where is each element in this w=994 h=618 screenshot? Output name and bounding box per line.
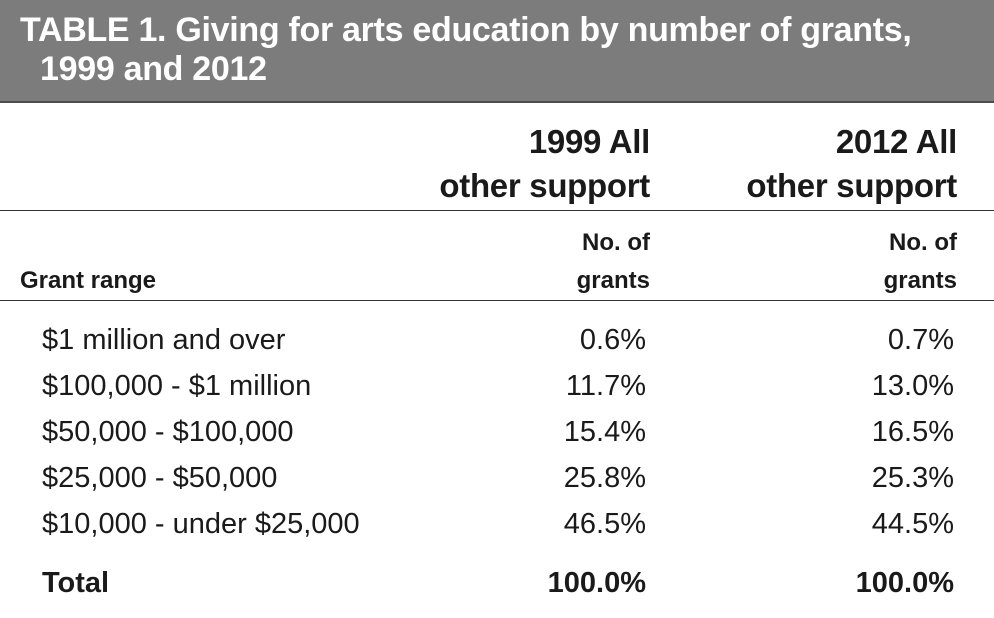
row-range: $10,000 - under $25,000 (42, 508, 360, 540)
table-row: $1 million and over 0.6% 0.7% (0, 317, 994, 363)
row-value-2012: 16.5% (871, 416, 954, 448)
row-range: $25,000 - $50,000 (42, 462, 278, 494)
table-title-line-2: 1999 and 2012 (40, 50, 267, 88)
row-value-1999: 15.4% (563, 416, 646, 448)
table-body: $1 million and over 0.6% 0.7% $100,000 -… (0, 317, 994, 547)
column-header-2012: 2012 All other support (657, 120, 957, 208)
table-row: $10,000 - under $25,000 46.5% 44.5% (0, 501, 994, 547)
row-value-2012: 13.0% (871, 370, 954, 402)
row-range: $1 million and over (42, 324, 286, 356)
row-header-grant-range: Grant range (20, 267, 157, 294)
table-row: $25,000 - $50,000 25.8% 25.3% (0, 455, 994, 501)
total-label: Total (42, 567, 110, 599)
table-row: $100,000 - $1 million 11.7% 13.0% (0, 363, 994, 409)
subheader-divider (0, 300, 994, 301)
row-range: $100,000 - $1 million (42, 370, 312, 402)
row-value-1999: 46.5% (563, 508, 646, 540)
column-header-2012-line-1: 2012 All (835, 123, 957, 160)
row-value-2012: 25.3% (871, 462, 954, 494)
subheader-2012-line-1: No. of (889, 229, 957, 256)
table-title-line-1: TABLE 1. Giving for arts education by nu… (20, 11, 912, 49)
table-title: TABLE 1. Giving for arts education by nu… (0, 0, 994, 103)
row-value-1999: 0.6% (579, 324, 646, 356)
subheader-2012: No. of grants (657, 224, 957, 300)
subheader-1999-line-1: No. of (582, 229, 650, 256)
header-divider (0, 210, 994, 211)
row-value-1999: 25.8% (563, 462, 646, 494)
row-range: $50,000 - $100,000 (42, 416, 294, 448)
column-header-1999-line-1: 1999 All (528, 123, 650, 160)
subheader-1999-line-2: grants (576, 267, 650, 294)
subheader-2012-line-2: grants (883, 267, 957, 294)
row-value-2012: 44.5% (871, 508, 954, 540)
column-header-1999: 1999 All other support (350, 120, 650, 208)
column-header-2012-line-2: other support (746, 167, 957, 204)
table-row: $50,000 - $100,000 15.4% 16.5% (0, 409, 994, 455)
column-header-1999-line-2: other support (439, 167, 650, 204)
table-total-row: Total 100.0% 100.0% (0, 560, 994, 606)
row-value-1999: 11.7% (565, 370, 646, 402)
subheader-1999: No. of grants (350, 224, 650, 300)
total-value-2012: 100.0% (855, 567, 954, 599)
row-value-2012: 0.7% (887, 324, 954, 356)
total-value-1999: 100.0% (547, 567, 646, 599)
